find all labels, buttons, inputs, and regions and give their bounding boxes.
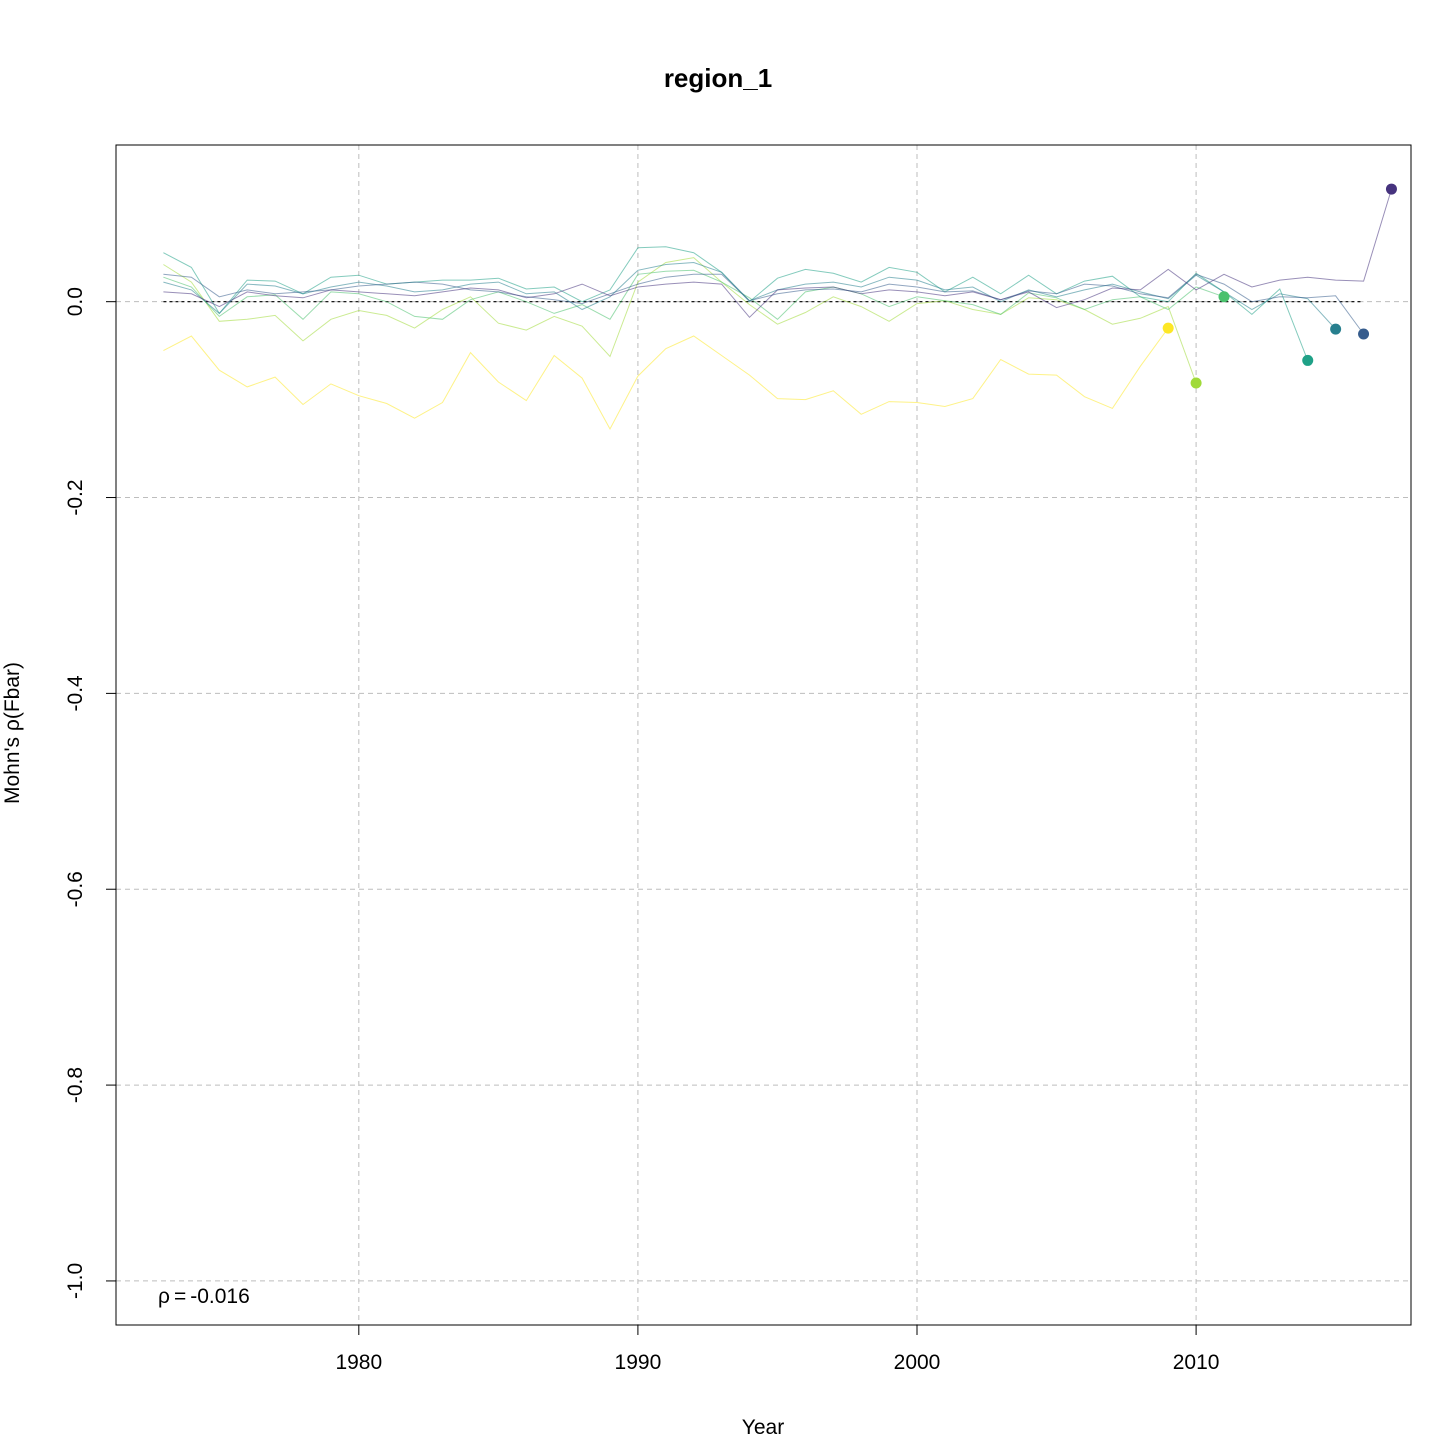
series-line-4	[163, 246, 1309, 361]
plot-frame	[115, 144, 1412, 1326]
series-line-1	[163, 327, 1169, 431]
x-axis-label: Year	[742, 1416, 784, 1439]
series-end-point-3	[1218, 291, 1230, 303]
x-tick-label: 2010	[1173, 1351, 1220, 1374]
y-tick-label: -1.0	[64, 1263, 87, 1299]
y-tick-label: -0.4	[64, 675, 87, 712]
series-line-7	[163, 188, 1392, 319]
x-tick-label: 1980	[335, 1351, 382, 1374]
grid-lines	[116, 145, 1411, 1325]
y-axis-label: Mohn's ρ(Fbar)	[1, 662, 24, 804]
series-end-point-6	[1358, 328, 1370, 340]
y-axis-label-text: Mohn's ρ(Fbar)	[1, 662, 24, 804]
y-tick-label: -0.6	[64, 871, 87, 907]
rho-operator: =	[174, 1285, 186, 1308]
x-tick-label: 1990	[615, 1351, 662, 1374]
y-axis: 0.0 -0.2 -0.4 -0.6 -0.8 -1.0	[64, 287, 116, 1299]
rho-symbol: ρ	[158, 1285, 170, 1308]
y-tick-label: -0.8	[64, 1067, 87, 1103]
series-end-points	[1162, 183, 1397, 389]
series-end-point-7	[1385, 183, 1397, 195]
x-tick-label: 2000	[894, 1351, 941, 1374]
rho-value: -0.016	[190, 1285, 250, 1308]
y-tick-label: 0.0	[64, 287, 87, 316]
chart-title: region_1	[664, 63, 772, 93]
series-line-6	[163, 273, 1365, 335]
series-line-2	[163, 257, 1197, 384]
series-end-point-4	[1302, 354, 1314, 366]
series-end-point-5	[1330, 323, 1342, 335]
x-axis: 1980 1990 2000 2010	[335, 1325, 1219, 1374]
series-end-point-2	[1190, 377, 1202, 389]
series-line-3	[163, 269, 1225, 320]
y-tick-label: -0.2	[64, 479, 87, 515]
series-end-point-1	[1162, 322, 1174, 334]
mohns-rho-annotation: ρ = -0.016	[158, 1285, 250, 1308]
series-line-5	[163, 261, 1336, 330]
series-lines	[163, 188, 1392, 431]
